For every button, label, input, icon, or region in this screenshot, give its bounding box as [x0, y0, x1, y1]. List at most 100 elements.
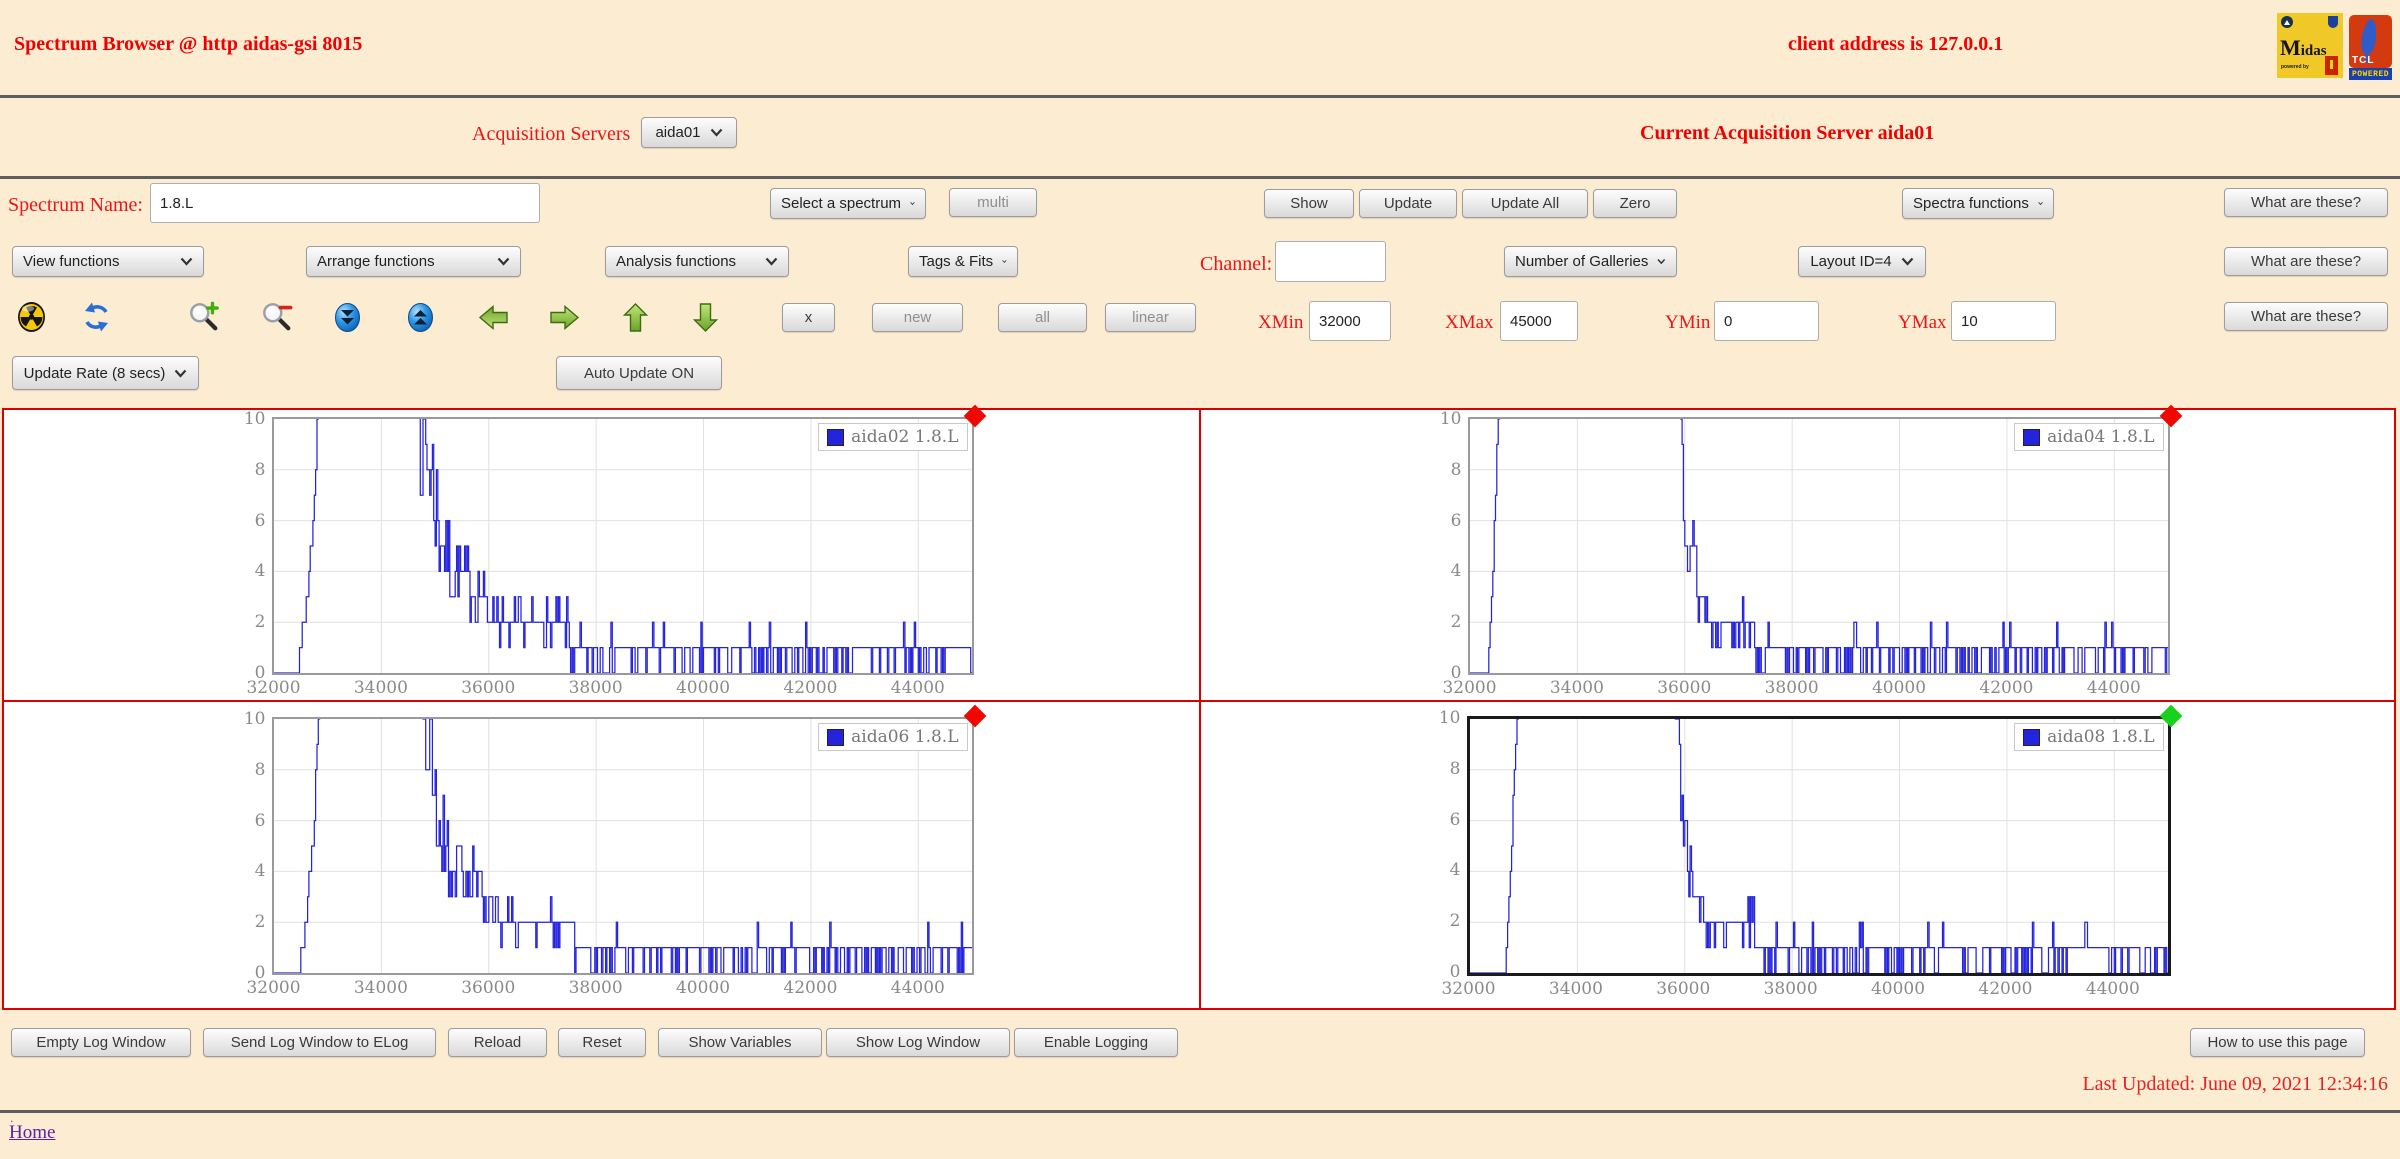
reload-button[interactable]: Reload: [448, 1028, 547, 1057]
x-tick-label: 32000: [246, 678, 301, 698]
scroll-up-icon[interactable]: [404, 299, 436, 335]
send-log-to-elog-button[interactable]: Send Log Window to ELog: [203, 1028, 436, 1057]
layout-id-dropdown[interactable]: Layout ID=4: [1798, 246, 1926, 277]
x-tick-label: 36000: [461, 978, 516, 998]
spectrum-series: [273, 419, 972, 673]
legend: aida04 1.8.L: [2014, 423, 2164, 451]
plot-area[interactable]: aida04 1.8.L: [1467, 404, 2182, 675]
last-updated: Last Updated: June 09, 2021 12:34:16: [2082, 1073, 2388, 1095]
midas-shield-icon: [2328, 16, 2338, 28]
x-axis-labels: 32000 34000 36000 38000 40000 42000 44000: [1442, 675, 2170, 699]
y-tick-label: 10: [243, 409, 266, 429]
what-are-these-button-2[interactable]: What are these?: [2224, 247, 2388, 276]
linear-button[interactable]: linear: [1105, 303, 1196, 332]
y-tick-label: 0: [1450, 663, 1462, 683]
x-tick-label: 34000: [353, 978, 408, 998]
arrow-right-icon[interactable]: [548, 299, 580, 335]
reset-button[interactable]: Reset: [558, 1028, 646, 1057]
home-link[interactable]: Home: [9, 1122, 56, 1143]
y-axis-labels: 0 2 4 6 8 10: [1425, 708, 1467, 982]
what-are-these-button-3[interactable]: What are these?: [2224, 302, 2388, 331]
xmax-input[interactable]: [1500, 301, 1578, 341]
show-log-window-button[interactable]: Show Log Window: [826, 1028, 1010, 1057]
chevron-down-icon: [497, 257, 510, 266]
ymin-input[interactable]: [1714, 301, 1819, 341]
zero-button[interactable]: Zero: [1593, 189, 1677, 218]
zoom-in-icon[interactable]: [188, 299, 220, 335]
spectrum-plot-svg: [273, 419, 972, 673]
gallery-cell-2: 0 2 4 6 8 10 aida04 1.8.L 32000 34000 36000 3800…: [1201, 404, 2394, 702]
radiation-icon[interactable]: [15, 299, 47, 335]
x-tick-label: 38000: [568, 678, 623, 698]
auto-update-button[interactable]: Auto Update ON: [556, 356, 722, 390]
scroll-down-icon[interactable]: [331, 299, 363, 335]
x-tick-label: 40000: [1870, 979, 1926, 999]
update-rate-dropdown[interactable]: Update Rate (8 secs): [12, 356, 199, 390]
spectrum-name-input[interactable]: [150, 183, 540, 223]
select-spectrum-dropdown[interactable]: Select a spectrum: [770, 188, 926, 219]
spectrum-chart-aida08[interactable]: 0 2 4 6 8 10 aida08 1.8.L 32000 34000 36000 3800…: [1425, 704, 2182, 1000]
x-axis-labels: 32000 34000 36000 38000 40000 42000 44000: [246, 975, 974, 999]
update-button[interactable]: Update: [1359, 189, 1457, 218]
show-variables-button[interactable]: Show Variables: [658, 1028, 822, 1057]
plot-area[interactable]: aida02 1.8.L: [271, 404, 986, 675]
x-tick-label: 38000: [1763, 979, 1818, 999]
legend-swatch: [827, 728, 845, 746]
spectra-gallery: 0 2 4 6 8 10 aida02 1.8.L 32000 34000 36000 3800…: [2, 404, 2396, 1010]
spectrum-chart-aida06[interactable]: 0 2 4 6 8 10 aida06 1.8.L 32000 34000 36000 3800…: [230, 704, 986, 999]
channel-input[interactable]: [1275, 241, 1386, 282]
arrow-down-icon[interactable]: [689, 299, 721, 335]
spectrum-chart-aida02[interactable]: 0 2 4 6 8 10 aida02 1.8.L 32000 34000 36000 3800…: [230, 404, 986, 699]
legend-label: aida04 1.8.L: [2047, 427, 2155, 447]
current-server-label: Current Acquisition Server aida01: [1640, 122, 1935, 144]
plot-area[interactable]: aida08 1.8.L: [1466, 704, 2182, 976]
ymax-label: YMax: [1898, 312, 1947, 333]
view-functions-dropdown[interactable]: View functions: [12, 246, 204, 277]
spectrum-chart-aida04[interactable]: 0 2 4 6 8 10 aida04 1.8.L 32000 34000 36000 3800…: [1426, 404, 2182, 699]
x-tick-label: 36000: [1656, 979, 1711, 999]
show-button[interactable]: Show: [1264, 189, 1354, 218]
channel-label: Channel:: [1200, 253, 1273, 275]
arrow-left-icon[interactable]: [477, 299, 509, 335]
gallery-cell-1: 0 2 4 6 8 10 aida02 1.8.L 32000 34000 36000 3800…: [4, 404, 1201, 702]
chevron-down-icon: [2038, 202, 2043, 206]
x-tick-label: 44000: [890, 678, 945, 698]
update-all-button[interactable]: Update All: [1462, 189, 1588, 218]
spectra-functions-dropdown[interactable]: Spectra functions: [1902, 188, 2054, 219]
tcl-powered-strip: POWERED: [2349, 68, 2392, 80]
arrange-functions-dropdown[interactable]: Arrange functions: [306, 246, 521, 277]
ymax-input[interactable]: [1951, 301, 2056, 341]
xmin-label: XMin: [1258, 312, 1304, 333]
tcl-logo-text: TCL: [2352, 55, 2375, 66]
layout-id-label: Layout ID=4: [1810, 253, 1892, 270]
all-button[interactable]: all: [998, 303, 1087, 332]
zoom-out-icon[interactable]: [261, 299, 293, 335]
spectrum-series: [1469, 719, 2168, 973]
refresh-icon[interactable]: [81, 299, 113, 335]
y-tick-label: 0: [254, 963, 266, 983]
chevron-down-icon: [910, 202, 915, 206]
x-button[interactable]: x: [782, 303, 835, 332]
spectrum-series: [273, 719, 972, 973]
acquisition-server-select[interactable]: aida01: [641, 117, 737, 148]
how-to-use-button[interactable]: How to use this page: [2190, 1028, 2365, 1057]
plot-area[interactable]: aida06 1.8.L: [271, 704, 986, 975]
chevron-down-icon: [180, 257, 193, 266]
arrow-up-icon[interactable]: [619, 299, 651, 335]
number-of-galleries-dropdown[interactable]: Number of Galleries: [1504, 246, 1677, 277]
midas-logo-text: Midas: [2280, 35, 2327, 60]
tags-fits-dropdown[interactable]: Tags & Fits: [908, 246, 1018, 277]
gallery-cell-3: 0 2 4 6 8 10 aida06 1.8.L 32000 34000 36000 3800…: [4, 702, 1201, 1008]
multi-button[interactable]: multi: [949, 188, 1037, 217]
what-are-these-button-1[interactable]: What are these?: [2224, 188, 2388, 217]
x-tick-label: 34000: [1549, 678, 1604, 698]
new-button[interactable]: new: [872, 303, 963, 332]
empty-log-window-button[interactable]: Empty Log Window: [11, 1028, 191, 1057]
analysis-functions-dropdown[interactable]: Analysis functions: [605, 246, 789, 277]
xmin-input[interactable]: [1309, 301, 1391, 341]
y-tick-label: 2: [1450, 612, 1462, 633]
legend-swatch: [827, 428, 845, 446]
enable-logging-button[interactable]: Enable Logging: [1014, 1028, 1178, 1057]
x-tick-label: 32000: [246, 978, 301, 998]
